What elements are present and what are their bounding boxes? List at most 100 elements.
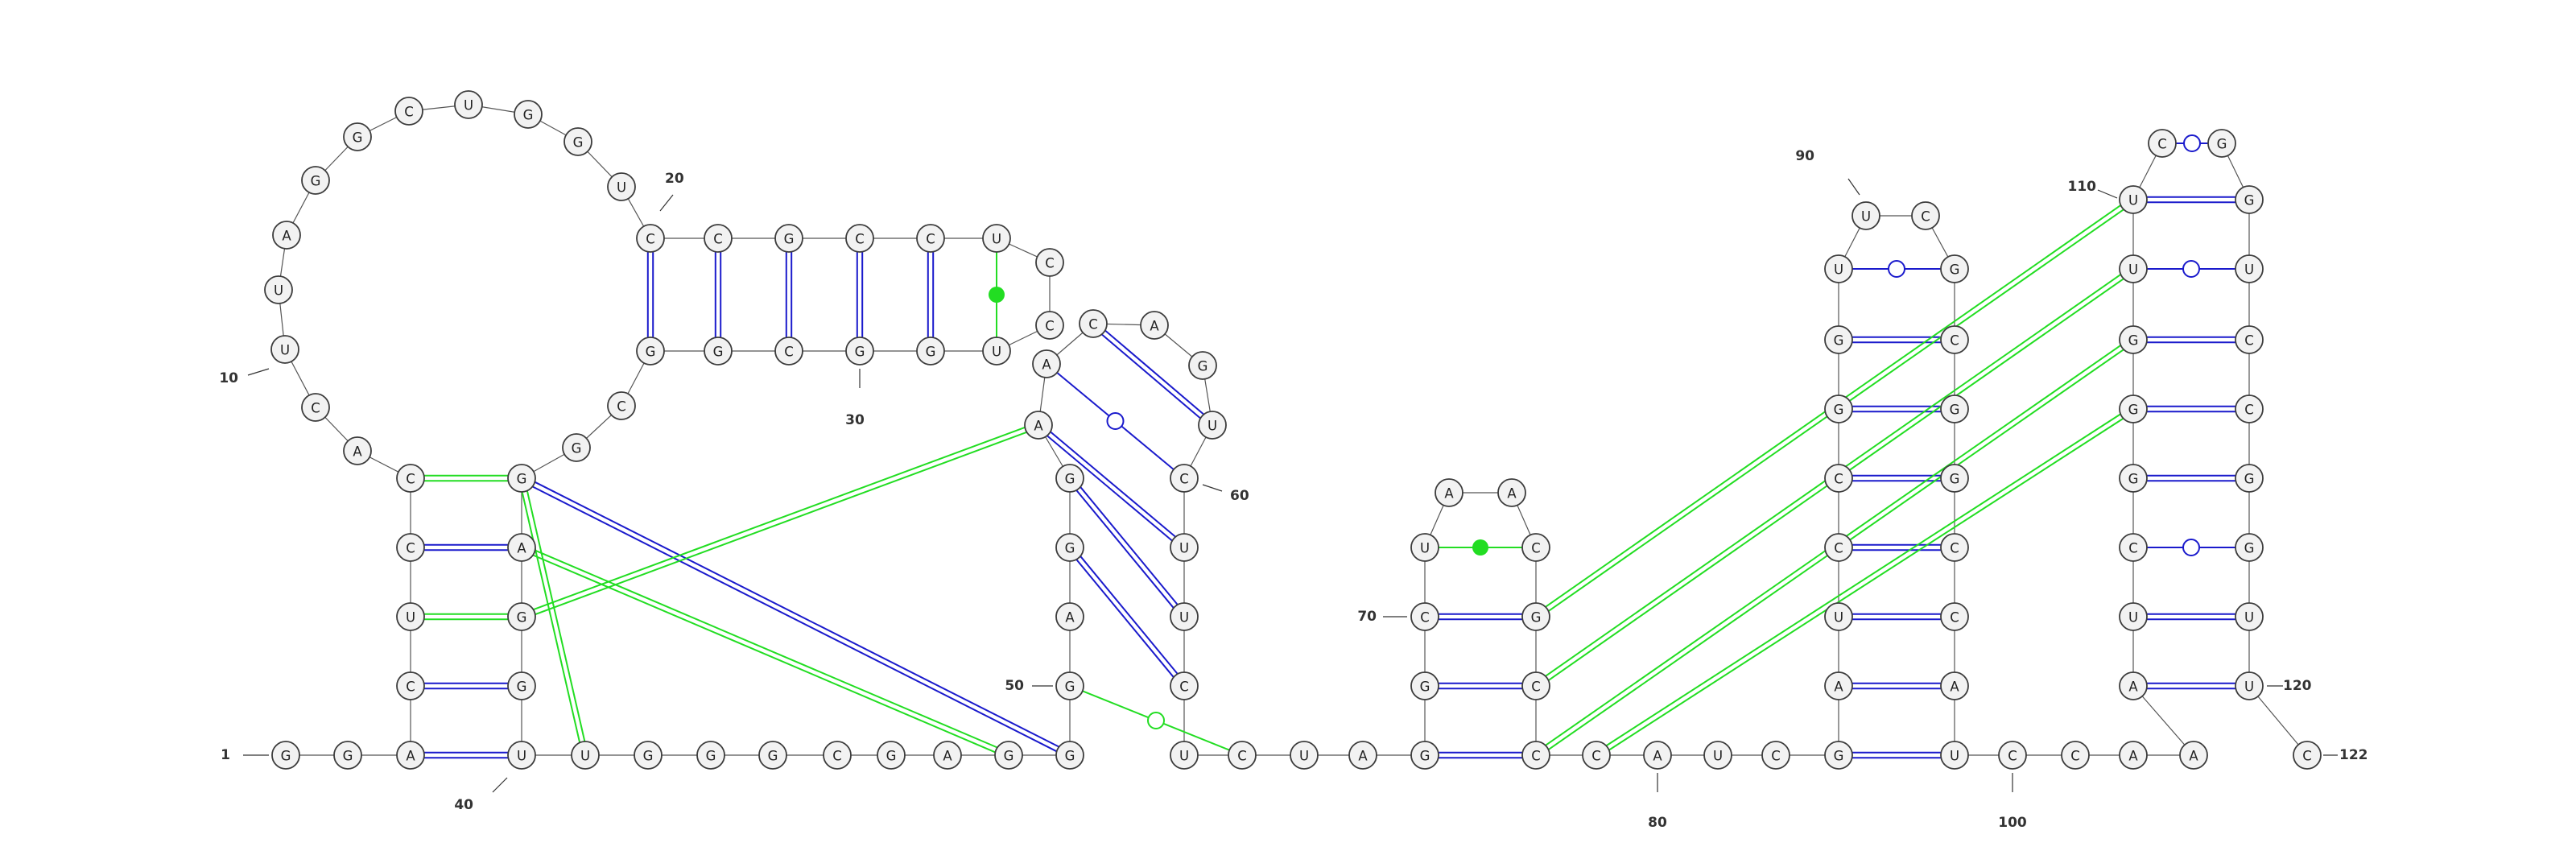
nucleotide-circle: [1940, 671, 1969, 700]
nucleotide-letter: G: [706, 749, 716, 764]
nucleotide-letter: A: [517, 541, 526, 556]
nucleotide-letter: G: [517, 472, 527, 487]
nucleotide: C: [2061, 741, 2090, 770]
nucleotide: A: [2119, 671, 2148, 700]
nucleotide-circle: [696, 741, 725, 770]
nucleotide: C: [1582, 741, 1611, 770]
pair-line: [535, 549, 998, 749]
nucleotide: G: [1055, 671, 1084, 700]
nucleotide-circle: [1410, 602, 1439, 631]
nucleotide-letter: G: [2128, 333, 2139, 349]
base-pair: [1046, 431, 1176, 542]
nucleotide-letter: U: [280, 343, 290, 358]
nucleotide-letter: A: [1358, 749, 1368, 764]
nucleotide-letter: C: [1179, 472, 1189, 487]
position-label: 80: [1648, 815, 1667, 831]
base-pair: [989, 252, 1005, 337]
position-tick: [1847, 178, 1860, 196]
nucleotide-letter: A: [2128, 749, 2138, 764]
nucleotide-letter: C: [406, 541, 415, 556]
nucleotide: C: [1824, 533, 1853, 562]
nucleotide: A: [1348, 741, 1377, 770]
position-label: 40: [454, 797, 473, 813]
nucleotide: A: [1643, 741, 1672, 770]
nucleotide: A: [1824, 671, 1853, 700]
base-pair: [2147, 196, 2235, 204]
position-tick: [2097, 189, 2118, 199]
nucleotide-circle: [1824, 254, 1853, 283]
nucleotide-letter: G: [643, 749, 654, 764]
nucleotide-circle: [1940, 533, 1969, 562]
base-pair: [2147, 682, 2235, 690]
nucleotide: C: [396, 533, 425, 562]
nucleotide-circle: [1940, 254, 1969, 283]
nucleotide: G: [916, 337, 945, 366]
nucleotide-letter: U: [1208, 419, 1217, 434]
nucleotide-circle: [507, 533, 536, 562]
nucleotide-letter: G: [886, 749, 897, 764]
base-pair: [532, 481, 1059, 753]
base-pair: [2147, 613, 2235, 621]
base-pair: [2147, 260, 2235, 278]
nucleotide: G: [1055, 741, 1084, 770]
nucleotide: G: [1940, 254, 1969, 283]
nucleotide-circle: [1824, 602, 1853, 631]
pair-marker-open: [2182, 539, 2200, 556]
nucleotide-circle: [301, 166, 330, 195]
nucleotide-letter: G: [784, 232, 795, 247]
position-label: 120: [2283, 678, 2312, 694]
base-pair: [1852, 751, 1941, 759]
nucleotide: G: [877, 741, 906, 770]
nucleotide-circle: [333, 741, 362, 770]
nucleotide: C: [2235, 325, 2264, 354]
nucleotide: U: [454, 90, 483, 119]
nucleotide: A: [507, 533, 536, 562]
backbone-segment: [2132, 685, 2194, 756]
nucleotide-circle: [1035, 311, 1064, 340]
nucleotide-circle: [982, 224, 1011, 253]
nucleotide-letter: G: [1004, 749, 1014, 764]
base-pair: [532, 549, 998, 754]
nucleotide-letter: A: [406, 749, 415, 764]
nucleotide: C: [1035, 248, 1064, 277]
nucleotide: G: [845, 337, 874, 366]
nucleotide-letter: G: [2244, 193, 2255, 209]
pair-line: [1075, 559, 1174, 678]
nucleotide-letter: G: [1065, 749, 1075, 764]
nucleotide-circle: [774, 337, 803, 366]
nucleotide-letter: U: [1834, 610, 1843, 626]
position-label: 90: [1795, 148, 1814, 164]
nucleotide: C: [1911, 201, 1940, 230]
nucleotide: C: [1940, 533, 1969, 562]
nucleotide: C: [2235, 394, 2264, 423]
nucleotide-letter: G: [1198, 359, 1208, 374]
nucleotide-letter: G: [1420, 749, 1430, 764]
base-pair: [424, 474, 508, 482]
position-label: 60: [1230, 488, 1249, 504]
nucleotide-circle: [933, 741, 962, 770]
pair-line: [1101, 333, 1201, 419]
nucleotide-letter: U: [1713, 749, 1723, 764]
nucleotide-letter: G: [1531, 610, 1542, 626]
nucleotide: C: [845, 224, 874, 253]
nucleotide-circle: [845, 337, 874, 366]
nucleotide: C: [1824, 464, 1853, 493]
nucleotide-circle: [562, 433, 591, 462]
nucleotide: U: [982, 337, 1011, 366]
nucleotide-circle: [916, 224, 945, 253]
nucleotide-letter: G: [1834, 403, 1844, 418]
nucleotide: U: [2119, 602, 2148, 631]
nucleotide-letter: U: [992, 345, 1001, 360]
nucleotide: U: [2119, 254, 2148, 283]
nucleotide-letter: C: [1088, 317, 1098, 332]
nucleotide-circle: [758, 741, 787, 770]
nucleotide-letter: C: [311, 401, 320, 416]
base-pair: [1852, 336, 1941, 344]
nucleotide-circle: [1035, 248, 1064, 277]
nucleotide: C: [2293, 741, 2322, 770]
nucleotide-circle: [2293, 741, 2322, 770]
nucleotide-circle: [1582, 741, 1611, 770]
nucleotide: U: [982, 224, 1011, 253]
nucleotide-letter: U: [517, 749, 526, 764]
base-pair: [1852, 260, 1941, 278]
